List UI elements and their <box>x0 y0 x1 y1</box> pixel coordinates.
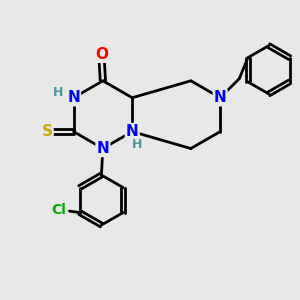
Text: H: H <box>53 86 63 99</box>
Text: Cl: Cl <box>51 202 66 217</box>
Text: S: S <box>42 124 52 139</box>
Text: H: H <box>131 138 142 151</box>
Text: N: N <box>126 124 139 139</box>
Text: N: N <box>214 90 226 105</box>
Text: N: N <box>97 141 109 156</box>
Text: O: O <box>95 47 108 62</box>
Text: N: N <box>67 90 80 105</box>
